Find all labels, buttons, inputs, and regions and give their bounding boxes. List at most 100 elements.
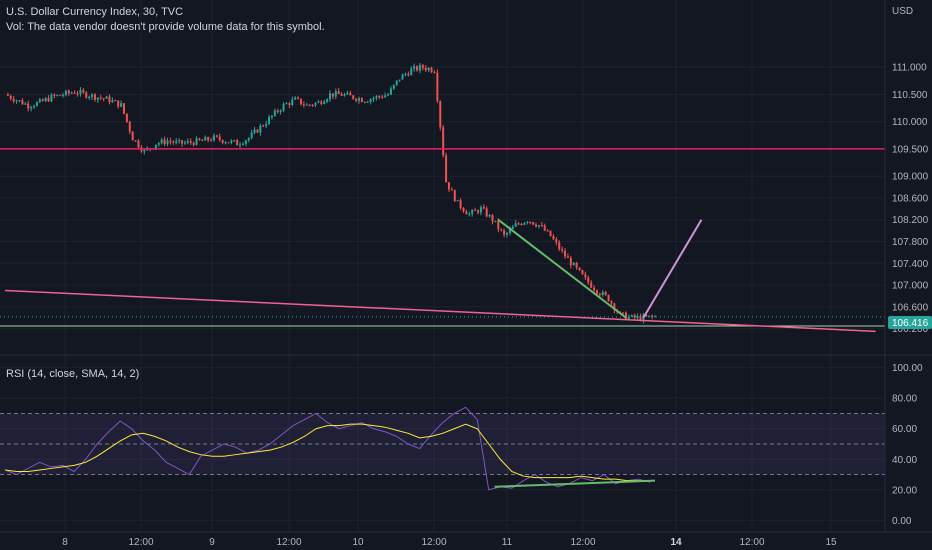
- candle-body[interactable]: [482, 207, 485, 209]
- candle-body[interactable]: [540, 225, 543, 227]
- candle-body[interactable]: [88, 97, 91, 99]
- candle-body[interactable]: [387, 94, 390, 96]
- candle-body[interactable]: [566, 256, 569, 258]
- candle-body[interactable]: [64, 90, 67, 96]
- candle-body[interactable]: [204, 137, 207, 141]
- candle-body[interactable]: [241, 143, 244, 145]
- candle-body[interactable]: [561, 249, 564, 251]
- candle-body[interactable]: [407, 74, 410, 76]
- candle-body[interactable]: [494, 220, 497, 222]
- candle-body[interactable]: [175, 140, 178, 143]
- candle-body[interactable]: [201, 140, 204, 142]
- candle-body[interactable]: [253, 129, 256, 133]
- candle-body[interactable]: [250, 132, 253, 139]
- candle-body[interactable]: [44, 98, 47, 101]
- candle-body[interactable]: [323, 101, 326, 104]
- candle-body[interactable]: [91, 94, 94, 98]
- candle-body[interactable]: [114, 100, 117, 102]
- candle-body[interactable]: [172, 141, 175, 143]
- candle-body[interactable]: [607, 294, 610, 302]
- candle-body[interactable]: [346, 92, 349, 95]
- candle-body[interactable]: [105, 96, 108, 99]
- candle-body[interactable]: [497, 220, 500, 230]
- candle-body[interactable]: [137, 140, 140, 148]
- candle-body[interactable]: [79, 90, 82, 94]
- candle-body[interactable]: [215, 135, 218, 137]
- candle-body[interactable]: [427, 68, 430, 71]
- candle-body[interactable]: [111, 100, 114, 103]
- candle-body[interactable]: [218, 136, 221, 140]
- candle-body[interactable]: [529, 221, 532, 223]
- candle-body[interactable]: [326, 99, 329, 102]
- candle-body[interactable]: [604, 291, 607, 295]
- candle-body[interactable]: [503, 230, 506, 235]
- candle-body[interactable]: [465, 211, 468, 215]
- candle-body[interactable]: [102, 98, 105, 100]
- candle-body[interactable]: [282, 103, 285, 111]
- candle-body[interactable]: [622, 312, 625, 314]
- candle-body[interactable]: [85, 92, 88, 98]
- candle-body[interactable]: [50, 94, 53, 102]
- candle-body[interactable]: [314, 102, 317, 106]
- candle-body[interactable]: [154, 144, 157, 149]
- price-green-trendline[interactable]: [497, 218, 627, 319]
- candle-body[interactable]: [413, 66, 416, 69]
- candle-body[interactable]: [366, 101, 369, 103]
- candle-body[interactable]: [265, 123, 268, 126]
- candle-body[interactable]: [555, 239, 558, 243]
- candle-body[interactable]: [157, 143, 160, 145]
- time-axis[interactable]: 8 12:00 9 12:00 10 12:00 11 12:00 14 12:00 15: [62, 537, 837, 548]
- candle-body[interactable]: [389, 88, 392, 95]
- candle-body[interactable]: [506, 232, 509, 235]
- candle-body[interactable]: [233, 140, 236, 142]
- candle-body[interactable]: [543, 225, 546, 231]
- candle-body[interactable]: [479, 207, 482, 213]
- candle-body[interactable]: [122, 103, 125, 114]
- candle-body[interactable]: [535, 224, 538, 227]
- symbol-title[interactable]: U.S. Dollar Currency Index, 30, TVC: [6, 6, 184, 18]
- rsi-axis[interactable]: 100.00 80.00 60.00 40.00 20.00 0.00: [892, 363, 923, 527]
- candle-body[interactable]: [320, 101, 323, 104]
- candle-body[interactable]: [143, 150, 146, 152]
- candle-body[interactable]: [384, 95, 387, 98]
- candle-body[interactable]: [41, 99, 44, 101]
- candle-body[interactable]: [630, 315, 633, 317]
- candle-body[interactable]: [468, 213, 471, 215]
- candle-body[interactable]: [337, 91, 340, 95]
- candle-body[interactable]: [587, 277, 590, 283]
- candle-body[interactable]: [517, 223, 520, 225]
- candle-body[interactable]: [99, 97, 102, 99]
- candle-body[interactable]: [33, 106, 36, 108]
- candle-body[interactable]: [62, 95, 65, 97]
- candle-body[interactable]: [433, 71, 436, 73]
- candle-body[interactable]: [590, 282, 593, 288]
- candle-body[interactable]: [169, 140, 172, 142]
- candle-body[interactable]: [93, 94, 96, 100]
- rsi-green-trendline[interactable]: [494, 479, 656, 488]
- candle-body[interactable]: [369, 99, 372, 102]
- candle-body[interactable]: [9, 95, 12, 99]
- candle-body[interactable]: [317, 101, 320, 103]
- candle-body[interactable]: [262, 125, 265, 127]
- candle-body[interactable]: [404, 74, 407, 76]
- candle-body[interactable]: [224, 142, 227, 144]
- candle-body[interactable]: [195, 138, 198, 145]
- candle-body[interactable]: [221, 139, 224, 143]
- candle-body[interactable]: [511, 226, 514, 229]
- candle-body[interactable]: [73, 92, 76, 94]
- candle-body[interactable]: [96, 97, 99, 100]
- candle-body[interactable]: [305, 104, 308, 106]
- candle-body[interactable]: [564, 250, 567, 257]
- candle-body[interactable]: [436, 72, 439, 102]
- candle-body[interactable]: [128, 121, 131, 132]
- candle-body[interactable]: [227, 142, 230, 144]
- candle-body[interactable]: [471, 209, 474, 214]
- candle-body[interactable]: [288, 103, 291, 105]
- candle-body[interactable]: [302, 104, 305, 106]
- candle-body[interactable]: [537, 225, 540, 227]
- candle-body[interactable]: [108, 96, 111, 103]
- candle-body[interactable]: [12, 98, 15, 102]
- candle-body[interactable]: [613, 303, 616, 311]
- candle-body[interactable]: [268, 117, 271, 124]
